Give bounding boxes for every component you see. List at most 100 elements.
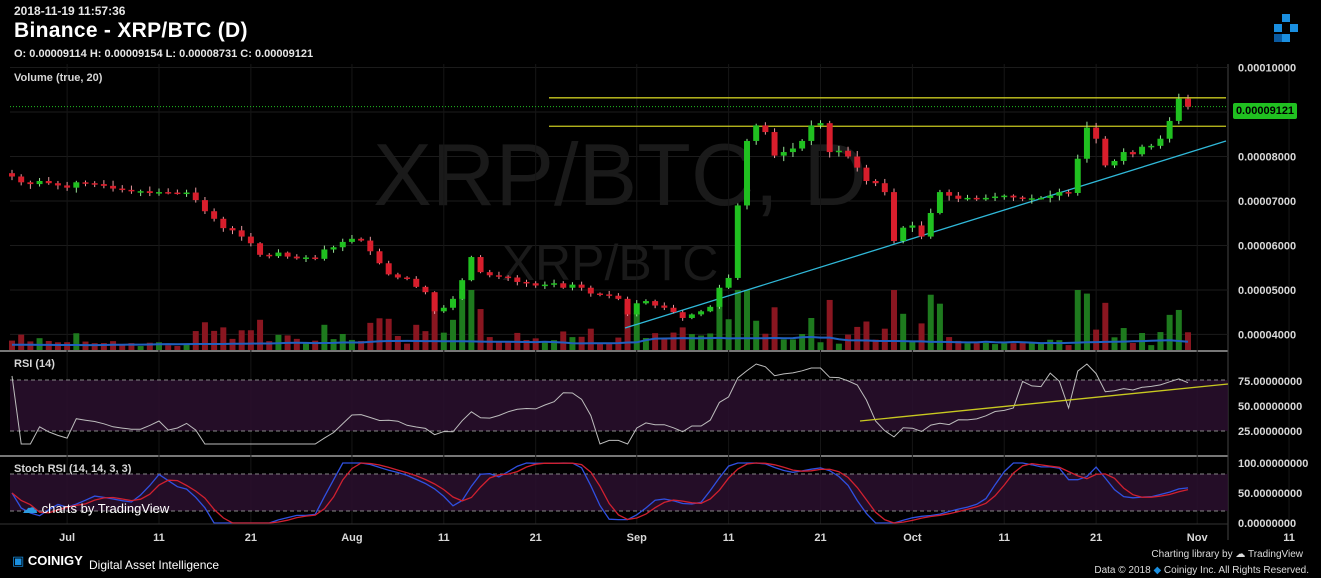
volume-bar <box>394 335 401 350</box>
candle-body <box>339 241 346 248</box>
price-axis: 0.000100000.000090000.000080000.00007000… <box>1238 63 1296 342</box>
candle-body <box>642 301 649 304</box>
time-tick-label: Nov <box>1187 532 1209 544</box>
charting-library-text: Charting library by <box>1151 549 1233 560</box>
tradingview-watermark[interactable]: ☁ charts by TradingView <box>22 498 169 518</box>
volume-bar <box>330 339 337 350</box>
candle-body <box>707 306 714 312</box>
candle-body <box>394 274 401 278</box>
candle-body <box>45 180 52 184</box>
coinigy-brand: ▣ COINIGY <box>12 553 83 569</box>
tradingview-credit-text: TradingView <box>1247 549 1303 560</box>
volume-bar <box>413 324 420 350</box>
coinigy-small-icon: ◆ <box>1153 565 1162 576</box>
candle-body <box>845 150 852 157</box>
candle-body <box>1175 98 1182 121</box>
candle-body <box>964 197 971 200</box>
candle-body <box>1102 138 1109 166</box>
volume-bar <box>201 322 208 350</box>
volume-bar <box>734 290 741 350</box>
candle-body <box>532 283 539 286</box>
candle-body <box>1111 160 1118 166</box>
candle-body <box>1038 197 1044 200</box>
candle-body <box>688 314 695 318</box>
candle-body <box>973 197 980 200</box>
candles <box>9 93 1191 321</box>
candle-body <box>909 225 916 228</box>
candle-body <box>854 156 861 168</box>
volume-bar <box>404 343 411 350</box>
volume-bar <box>1019 342 1026 350</box>
candle-body <box>293 256 300 259</box>
volume-bar <box>73 333 80 350</box>
candle-body <box>284 252 291 257</box>
volume-bar <box>220 327 227 350</box>
candle-body <box>183 192 190 195</box>
volume-bar <box>450 319 456 350</box>
candle-body <box>587 287 594 294</box>
volume-bar <box>587 328 594 350</box>
volume-bar <box>348 339 355 350</box>
candle-body <box>955 195 962 199</box>
time-tick-label: 21 <box>245 532 257 544</box>
watermark-small: XRP/BTC <box>502 235 719 291</box>
copyright-text: Data © 2018 <box>1094 565 1151 576</box>
volume-bar <box>385 318 392 350</box>
candle-body <box>946 192 953 196</box>
volume-bar <box>633 313 640 350</box>
time-tick-label: Sep <box>627 532 647 544</box>
volume-bar <box>18 334 25 350</box>
chart-title: Binance - XRP/BTC (D) <box>14 19 248 42</box>
volume-bar <box>845 334 852 350</box>
volume-bar <box>1083 293 1090 350</box>
volume-bar <box>376 318 383 350</box>
candle-body <box>1166 120 1173 139</box>
volume-bar <box>1038 342 1044 350</box>
candle-body <box>1185 98 1191 107</box>
volume-bar <box>872 339 879 350</box>
timestamp: 2018-11-19 11:57:36 <box>14 4 126 18</box>
candle-body <box>404 277 411 279</box>
candle-body <box>789 148 796 153</box>
current-price-tag: 0.00009121 <box>1233 103 1297 119</box>
candle-body <box>982 197 989 200</box>
volume-bar <box>293 338 300 350</box>
candle-body <box>560 283 567 288</box>
time-tick-label: 21 <box>1090 532 1102 544</box>
volume-bar <box>100 343 107 350</box>
volume-bar <box>505 342 512 350</box>
price-tick-label: 0.00006000 <box>1238 240 1296 252</box>
candle-body <box>1120 152 1127 161</box>
candle-body <box>431 292 438 312</box>
candle-body <box>275 252 282 257</box>
candle-body <box>137 191 144 193</box>
coinigy-mark-icon: ▣ <box>12 553 25 568</box>
volume-bar <box>771 307 778 350</box>
volume-bar <box>936 303 943 350</box>
candle-body <box>174 192 181 195</box>
candle-body <box>1129 152 1136 155</box>
candle-body <box>220 218 227 229</box>
time-axis: Jul1121Aug1121Sep1121Oct1121Nov1121 <box>59 532 1295 544</box>
price-tick-label: 0.00004000 <box>1238 329 1296 341</box>
volume-bar <box>1001 343 1008 350</box>
candle-body <box>900 227 907 242</box>
candle-body <box>881 183 888 193</box>
volume-bar <box>1010 343 1017 350</box>
coinigy-wordmark: COINIGY <box>27 553 83 568</box>
stoch-axis: 100.00000000 50.00000000 0.00000000 <box>1238 458 1308 530</box>
candle-body <box>192 192 199 201</box>
charting-library-credit[interactable]: Charting library by ☁ TradingView <box>1151 549 1303 560</box>
price-tick-label: 0.00010000 <box>1238 63 1296 75</box>
candle-body <box>514 277 521 282</box>
volume-bar <box>358 340 365 350</box>
candle-body <box>652 301 659 306</box>
volume-bar <box>468 290 475 350</box>
volume-bar <box>367 322 374 350</box>
volume-bar <box>532 338 539 350</box>
time-tick-label: 11 <box>1283 532 1295 544</box>
candle-body <box>110 185 117 189</box>
rsi-band <box>10 380 1228 431</box>
stoch-k-line <box>11 462 1189 524</box>
